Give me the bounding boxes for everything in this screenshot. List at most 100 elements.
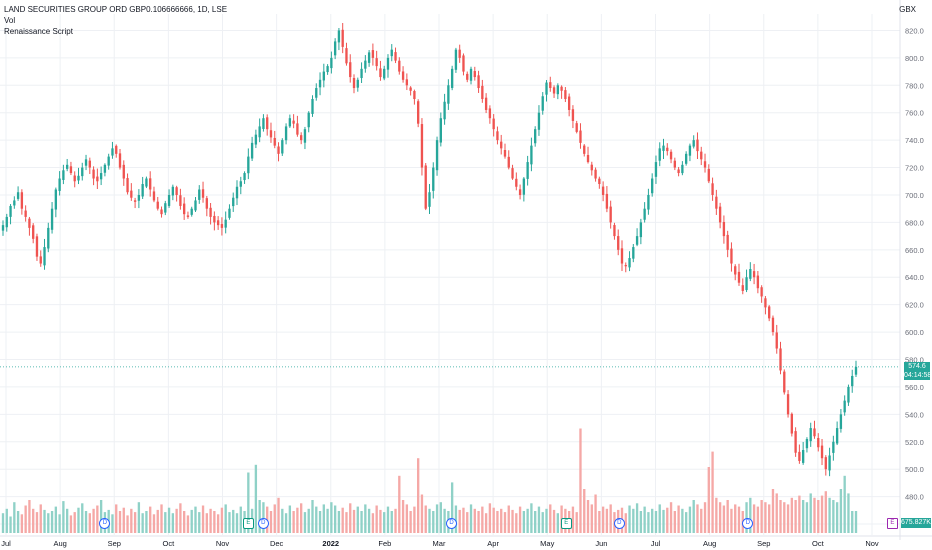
candle-body <box>424 165 427 209</box>
candle-body <box>628 258 631 268</box>
candle-body <box>303 129 307 143</box>
volume-bar <box>364 504 367 533</box>
volume-bar <box>254 464 258 533</box>
time-tick-label: Dec <box>270 539 284 548</box>
dividend-marker[interactable]: D <box>613 518 625 529</box>
candle-body <box>367 52 371 63</box>
price-tick-label: 480.0 <box>905 493 924 502</box>
volume-bar <box>443 508 446 533</box>
volume-bar <box>522 511 526 533</box>
candle-body <box>839 414 843 429</box>
volume-bar <box>730 508 733 533</box>
volume-bar <box>552 509 556 533</box>
volume-bar <box>175 508 178 533</box>
candle-body <box>205 198 208 209</box>
candle-body <box>526 162 529 179</box>
candle-body <box>820 445 824 459</box>
symbol-title[interactable]: LAND SECURITIES GROUP ORD GBP0.106666666… <box>4 5 228 14</box>
candle-body <box>768 306 771 319</box>
candle-body <box>262 118 265 129</box>
candle-body <box>171 186 175 196</box>
candle-body <box>703 161 707 168</box>
candle-body <box>503 150 507 157</box>
dividend-marker[interactable]: D <box>446 518 458 529</box>
candle-body <box>213 215 216 223</box>
price-tick-label: 660.0 <box>905 246 924 255</box>
candle-body <box>288 118 292 127</box>
volume-bar <box>707 467 710 533</box>
volume-bar <box>269 511 273 533</box>
candle-body <box>745 277 748 291</box>
candle-body <box>677 169 680 174</box>
volume-bar <box>677 505 680 533</box>
earnings-marker[interactable]: E <box>560 518 572 529</box>
volume-bar <box>496 511 499 533</box>
time-tick-label: Oct <box>163 539 176 548</box>
candle-body <box>718 206 722 223</box>
candle-body <box>511 168 514 179</box>
candle-body <box>481 85 484 100</box>
dividend-marker[interactable]: D <box>99 518 111 529</box>
candle-body <box>813 428 816 437</box>
candle-body <box>832 441 835 453</box>
volume-bar <box>545 508 548 533</box>
dividend-marker[interactable]: D <box>742 518 754 529</box>
candle-body <box>216 220 220 226</box>
volume-bar <box>224 504 227 533</box>
candle-body <box>198 189 201 200</box>
earnings-marker[interactable]: E <box>886 518 898 529</box>
candle-body <box>186 215 190 217</box>
candle-body <box>54 189 58 210</box>
candle-body <box>371 50 375 58</box>
volume-indicator-label[interactable]: Vol <box>4 16 16 25</box>
price-tick-label: 760.0 <box>905 109 924 118</box>
volume-bar <box>156 509 159 533</box>
candle-body <box>824 457 827 470</box>
volume-bar <box>775 493 778 533</box>
last-volume-badge: 675.827K <box>901 518 931 528</box>
dividend-marker[interactable]: D <box>257 518 269 529</box>
volume-bar <box>417 458 420 533</box>
volume-bar <box>450 482 454 533</box>
candle-body <box>715 196 718 209</box>
volume-bar <box>835 502 839 533</box>
candle-body <box>477 75 480 89</box>
candle-body <box>43 247 46 266</box>
candle-body <box>1 225 5 231</box>
candle-body <box>9 205 12 217</box>
candle-body <box>232 197 235 207</box>
volume-bar <box>322 504 325 533</box>
candle-body <box>654 162 658 177</box>
price-tick-label: 720.0 <box>905 164 924 173</box>
volume-bar <box>247 472 250 533</box>
candle-body <box>598 178 601 185</box>
volume-bar <box>473 508 476 533</box>
volume-bar <box>311 500 314 533</box>
candle-body <box>315 88 318 98</box>
volume-bar <box>190 509 193 533</box>
candle-body <box>609 206 612 223</box>
candle-body <box>137 194 141 201</box>
candle-body <box>620 248 624 264</box>
candle-body <box>375 58 378 67</box>
volume-bar <box>492 507 495 533</box>
candle-body <box>583 145 586 154</box>
candle-body <box>662 145 665 151</box>
script-indicator-label[interactable]: Renaissance Script <box>4 27 73 36</box>
volume-bar <box>692 500 695 533</box>
candle-body <box>81 167 84 177</box>
candle-body <box>594 169 597 179</box>
volume-bar <box>805 502 809 533</box>
time-axis: Jul Aug Sep Oct Nov Dec 2022 Feb Mar Apr May Jun Jul… <box>0 535 932 548</box>
candle-body <box>817 438 820 448</box>
volume-bar <box>341 507 344 533</box>
candle-body <box>239 181 242 187</box>
candle-body <box>673 160 677 168</box>
volume-bar <box>605 508 609 533</box>
candle-body <box>115 145 118 154</box>
volume-bar <box>590 504 593 533</box>
earnings-marker[interactable]: E <box>242 518 254 529</box>
candle-body <box>828 455 831 471</box>
volume-bar <box>39 504 42 533</box>
